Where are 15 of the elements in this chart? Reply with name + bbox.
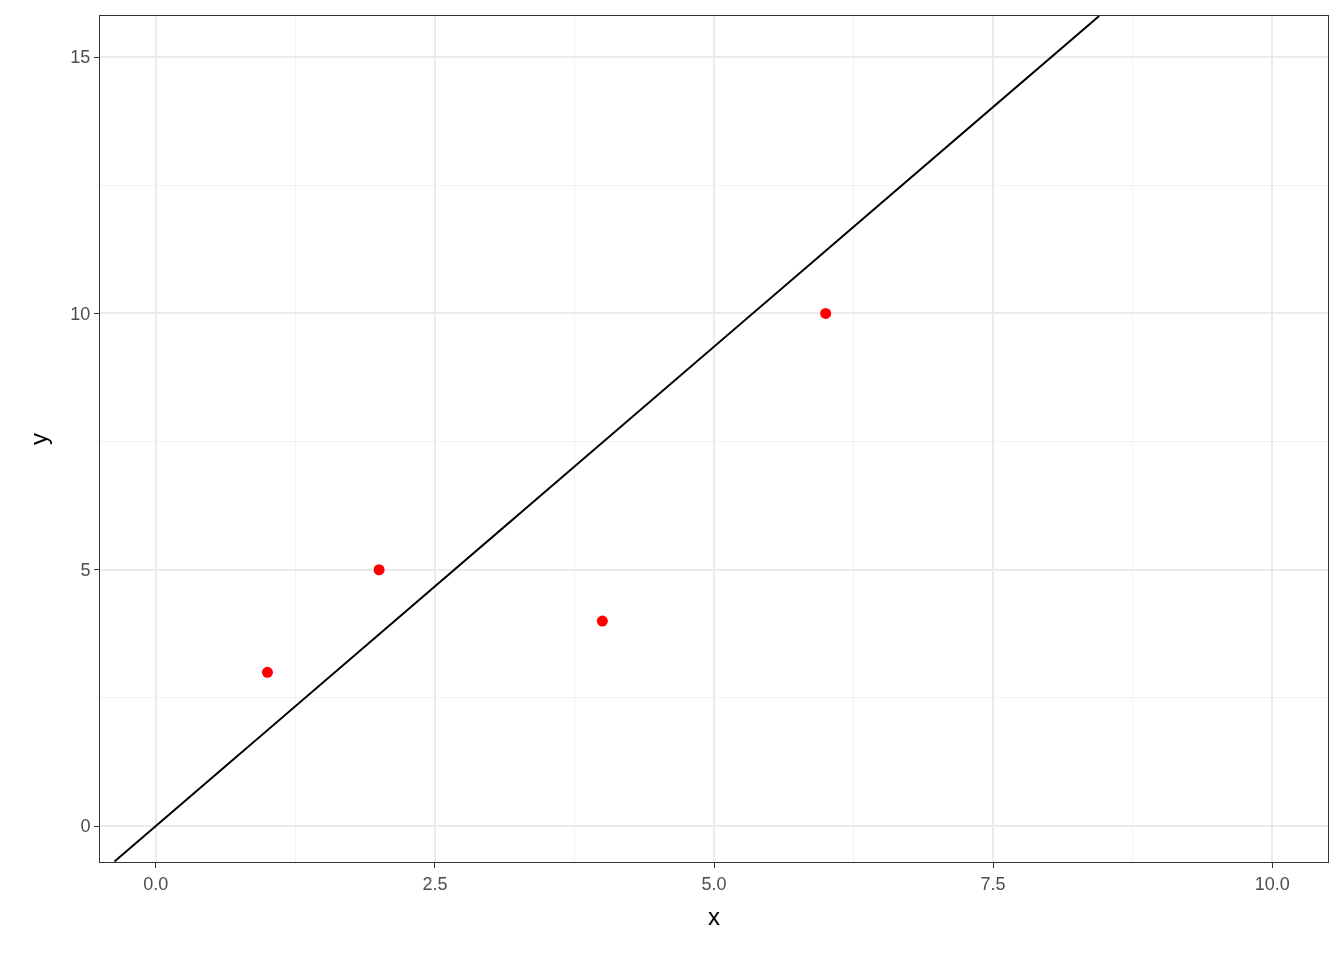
point	[373, 564, 385, 576]
y-tick-label: 15	[70, 47, 91, 68]
point	[820, 307, 832, 319]
y-tick-label: 5	[80, 560, 91, 581]
point	[596, 615, 608, 627]
x-tick-label: 5.0	[701, 873, 727, 894]
y-tick-label: 0	[80, 816, 91, 837]
x-tick-label: 7.5	[980, 873, 1006, 894]
y-axis-title: y	[25, 433, 53, 445]
y-tick-label: 10	[70, 303, 91, 324]
x-axis-title: x	[708, 902, 720, 930]
x-tick-label: 2.5	[422, 873, 448, 894]
x-tick-label: 10.0	[1254, 873, 1290, 894]
x-tick-label: 0.0	[143, 873, 169, 894]
point	[261, 666, 273, 678]
